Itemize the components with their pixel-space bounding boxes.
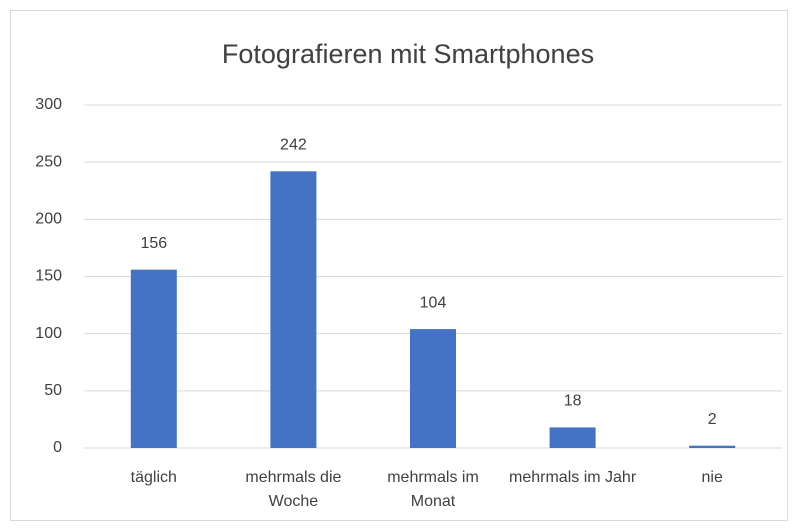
- y-tick-label: 100: [35, 325, 62, 342]
- data-label: 242: [280, 137, 307, 154]
- x-tick-label: mehrmals im Monat: [387, 469, 479, 510]
- y-tick-label: 250: [35, 153, 62, 170]
- bar: [549, 427, 596, 448]
- data-label: 156: [140, 235, 167, 252]
- bar: [270, 171, 317, 448]
- bar: [410, 329, 456, 448]
- x-tick-label: täglich: [130, 469, 177, 486]
- y-tick-label: 300: [35, 96, 62, 113]
- bar: [130, 269, 177, 448]
- y-tick-label: 0: [53, 439, 62, 456]
- chart-border: [10, 10, 788, 521]
- data-label: 18: [564, 393, 582, 410]
- data-label: 2: [708, 411, 717, 428]
- y-tick-label: 150: [35, 268, 62, 285]
- data-label: 104: [420, 294, 447, 311]
- y-tick-label: 50: [44, 382, 62, 399]
- x-tick-label: nie: [701, 469, 723, 486]
- x-tick-label: mehrmals im Jahr: [509, 469, 637, 486]
- y-tick-label: 200: [35, 211, 62, 228]
- chart-title: Fotografieren mit Smartphones: [222, 39, 594, 69]
- x-tick-label: mehrmals die Woche: [245, 469, 342, 510]
- bar: [689, 445, 736, 448]
